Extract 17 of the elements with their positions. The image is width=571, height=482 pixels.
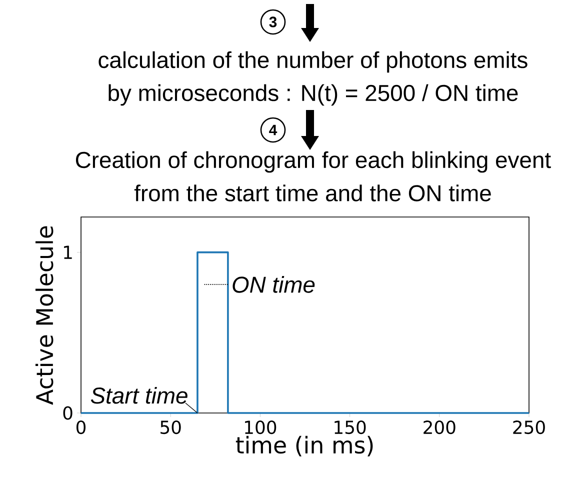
y-tick-label: 1 — [64, 246, 72, 259]
x-tick-label: 0 — [76, 420, 86, 434]
y-axis-title: Active Molecule — [35, 226, 54, 405]
x-tick-label: 200 — [424, 420, 456, 434]
annotation: Start time — [90, 386, 188, 404]
x-tick-label: 50 — [160, 420, 181, 434]
text: calculation of the number of photons emits — [98, 51, 528, 73]
text: from the start time and the ON time — [134, 184, 491, 202]
text: by microseconds : N(t) = 2500 / ON time — [108, 84, 518, 106]
x-tick-label: 250 — [513, 420, 545, 434]
x-tick-label: 150 — [334, 420, 366, 434]
x-axis-title: time (in ms) — [236, 436, 373, 456]
text: 3 — [269, 16, 277, 28]
x-tick-label: 100 — [245, 420, 276, 434]
text: Creation of chronogram for each blinking event — [76, 151, 551, 173]
text: 4 — [269, 124, 278, 136]
annotation: ON time — [232, 276, 315, 293]
